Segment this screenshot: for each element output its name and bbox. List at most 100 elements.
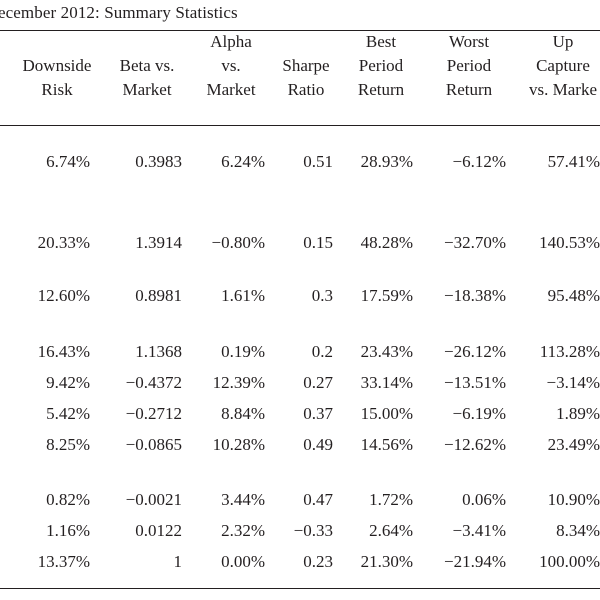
table-cell: 140.53% [539, 233, 600, 252]
table-cell: 1.72% [369, 490, 413, 509]
table-row: 1.16% 0.0122 2.32% −0.33 2.64% −3.41% 8.34% [0, 521, 600, 543]
table-cell: 16.43% [37, 342, 90, 361]
table-cell: 28.93% [360, 152, 413, 171]
table-cell: 1.1368 [135, 342, 182, 361]
table-cell: 1.3914 [135, 233, 182, 252]
table-cell: 100.00% [539, 552, 600, 571]
table-cell: 0.49 [303, 435, 333, 454]
column-header-line: Capture [536, 56, 590, 75]
table-cell: 0.27 [303, 373, 333, 392]
table-cell: 113.28% [539, 342, 600, 361]
table-cell: −6.12% [452, 152, 507, 171]
column-header-line: Downside [22, 56, 92, 75]
table-cell: −3.41% [452, 521, 507, 540]
table-cell: 17.59% [360, 286, 413, 305]
table-row: 0.82% −0.0021 3.44% 0.47 1.72% 0.06% 10.90% [0, 490, 600, 512]
column-header-line: Period [358, 56, 404, 75]
table-cell: 9.42% [46, 373, 90, 392]
table-cell: −3.14% [546, 373, 600, 392]
table-cell: 23.43% [360, 342, 413, 361]
table-cell: −18.38% [444, 286, 506, 305]
table-cell: −12.62% [444, 435, 506, 454]
table-cell: −0.4372 [125, 373, 182, 392]
table-cell: −21.94% [444, 552, 506, 571]
table-cell: 1.61% [221, 286, 265, 305]
table-cell: 0.8981 [135, 286, 182, 305]
table-cell: 0.3 [311, 286, 333, 305]
table-cell: 3.44% [221, 490, 265, 509]
table-row: 12.60% 0.8981 1.61% 0.3 17.59% −18.38% 95.48% [0, 286, 600, 308]
bottom-rule [0, 588, 600, 589]
column-header-line: vs. Marke [529, 80, 597, 99]
table-cell: 1.89% [556, 404, 600, 423]
table-cell: 33.14% [360, 373, 413, 392]
table-cell: 8.25% [46, 435, 90, 454]
table-cell: 0.82% [46, 490, 90, 509]
table-cell: 8.84% [221, 404, 265, 423]
table-cell: 21.30% [360, 552, 413, 571]
table-cell: 14.56% [360, 435, 413, 454]
column-header-line: Period [446, 56, 492, 75]
table-cell: 57.41% [547, 152, 600, 171]
table-cell: −0.2712 [125, 404, 182, 423]
table-cell: −0.33 [293, 521, 333, 540]
table-cell: 48.28% [360, 233, 413, 252]
column-header-line: Sharpe [282, 56, 330, 75]
table-cell: −0.80% [211, 233, 266, 252]
table-cell: 0.47 [303, 490, 333, 509]
table-cell: 0.51 [303, 152, 333, 171]
table-cell: −26.12% [444, 342, 506, 361]
table-cell: −13.51% [444, 373, 506, 392]
table-cell: 0.06% [462, 490, 506, 509]
table-cell: 95.48% [547, 286, 600, 305]
table-row: 5.42% −0.2712 8.84% 0.37 15.00% −6.19% 1.89% [0, 404, 600, 426]
table-cell: 0.15 [303, 233, 333, 252]
table-row: 20.33% 1.3914 −0.80% 0.15 48.28% −32.70% 140.5… [0, 233, 600, 255]
table-cell: 13.37% [37, 552, 90, 571]
column-header-line: Alpha [210, 32, 252, 51]
column-header-line: Up [552, 32, 574, 51]
table-row: 8.25% −0.0865 10.28% 0.49 14.56% −12.62% 23.49… [0, 435, 600, 457]
table-cell: 12.60% [37, 286, 90, 305]
table-cell: 0.2 [311, 342, 333, 361]
table-cell: 10.90% [547, 490, 600, 509]
table-cell: 23.49% [547, 435, 600, 454]
top-rule [0, 30, 600, 31]
column-header-line: vs. [221, 56, 241, 75]
table-cell: 1.16% [46, 521, 90, 540]
column-header-line: Market [206, 80, 256, 99]
table-cell: 0.23 [303, 552, 333, 571]
table-cell: 5.42% [46, 404, 90, 423]
column-header-line: Risk [41, 80, 73, 99]
table-row: 13.37% 1 0.00% 0.23 21.30% −21.94% 100.00% [0, 552, 600, 574]
header-rule [0, 125, 600, 126]
column-header-line: Market [122, 80, 172, 99]
table-cell: −0.0021 [125, 490, 182, 509]
column-header-line: Ratio [287, 80, 325, 99]
column-header-line: Return [357, 80, 405, 99]
table-cell: 2.64% [369, 521, 413, 540]
table-cell: 0.19% [221, 342, 265, 361]
table-cell: 20.33% [37, 233, 90, 252]
table-cell: 0.37 [303, 404, 333, 423]
table-row: 6.74% 0.3983 6.24% 0.51 28.93% −6.12% 57.41% [0, 152, 600, 174]
table-cell: 0.0122 [135, 521, 182, 540]
table-cell: 2.32% [221, 521, 265, 540]
table-cell: 0.00% [221, 552, 265, 571]
column-header-line: Worst [448, 32, 490, 51]
table-cell: 6.74% [46, 152, 90, 171]
table-title: ecember 2012: Summary Statistics [0, 3, 238, 22]
table-cell: 1 [173, 552, 183, 571]
column-header-line: Return [445, 80, 493, 99]
table-cell: 12.39% [212, 373, 265, 392]
table-cell: 15.00% [360, 404, 413, 423]
table-cell: 8.34% [556, 521, 600, 540]
column-header-line: Best [365, 32, 397, 51]
table-cell: 0.3983 [135, 152, 182, 171]
table-cell: 10.28% [212, 435, 265, 454]
table-cell: −0.0865 [125, 435, 182, 454]
table-cell: 6.24% [221, 152, 265, 171]
table-row: 16.43% 1.1368 0.19% 0.2 23.43% −26.12% 113.28% [0, 342, 600, 364]
table-cell: −6.19% [452, 404, 507, 423]
table-row: 9.42% −0.4372 12.39% 0.27 33.14% −13.51% −3.14… [0, 373, 600, 395]
